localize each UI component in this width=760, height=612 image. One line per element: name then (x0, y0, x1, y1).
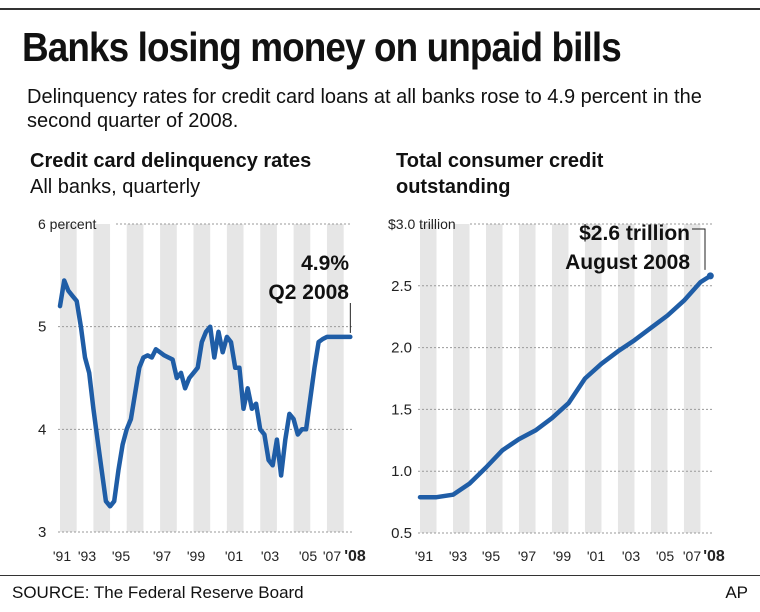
x-tick-label: '91 (53, 548, 71, 564)
x-tick-label: '99 (187, 548, 205, 564)
y-tick-label: 6 percent (38, 216, 96, 232)
top-rule (0, 8, 760, 10)
annotation-label: Q2 2008 (268, 281, 349, 304)
x-tick-label: '03 (261, 548, 279, 564)
year-band (293, 224, 311, 532)
left-chart-subtitle: All banks, quarterly (30, 176, 201, 198)
x-tick-label: '01 (225, 548, 243, 564)
year-band (485, 224, 503, 533)
annotation-leader (692, 228, 706, 270)
page-title: Banks losing money on unpaid bills (22, 24, 622, 70)
chart-1: 3 4 5 6 percent '91 '93 '95 '97 '99 '01 '03 '05 '07 '… (38, 216, 366, 565)
year-band (420, 224, 437, 533)
y-tick-label: 0.5 (391, 525, 412, 542)
left-chart-title: Credit card delinquency rates (30, 150, 312, 172)
annotation-label: $2.6 trillion (579, 222, 690, 245)
x-tick-label: '99 (553, 548, 571, 564)
year-band (650, 224, 668, 533)
y-tick-label: 1.0 (391, 463, 412, 480)
y-tick-label: $3.0 trillion (388, 216, 456, 232)
y-tick-label: 4 (38, 421, 46, 438)
year-band (226, 224, 244, 532)
bottom-rule (0, 575, 760, 576)
y-tick-label: 2.5 (391, 278, 412, 295)
x-tick-label: '97 (153, 548, 171, 564)
x-tick-label: '95 (482, 548, 500, 564)
x-tick-label: '05 (656, 548, 674, 564)
chart-2: 0.5 1.0 1.5 2.0 2.5 $3.0 trillion '91 '93 '95 '97… (388, 216, 725, 565)
year-band (617, 224, 635, 533)
x-tick-label: '03 (622, 548, 640, 564)
year-band (160, 224, 177, 532)
right-chart-title: Total consumer credit outstanding (396, 150, 604, 198)
x-tick-label: '95 (112, 548, 130, 564)
x-tick-label: '93 (449, 548, 467, 564)
year-band (326, 224, 344, 532)
x-tick-label: '07 (323, 548, 341, 564)
page-subtitle: Delinquency rates for credit card loans … (27, 86, 702, 132)
year-band (193, 224, 211, 532)
x-tick-label: '93 (78, 548, 96, 564)
year-band (584, 224, 602, 533)
source-note: SOURCE: The Federal Reserve Board (12, 583, 304, 602)
x-tick-label: '05 (299, 548, 317, 564)
year-band (260, 224, 277, 532)
annotation-label: August 2008 (565, 251, 690, 274)
x-tick-label: '08 (344, 548, 366, 565)
year-band (126, 224, 144, 532)
annotation-label: 4.9% (301, 252, 349, 275)
credit-note: AP (725, 583, 748, 602)
x-tick-label: '08 (703, 548, 725, 565)
year-band (551, 224, 569, 533)
year-band (683, 224, 701, 533)
y-tick-label: 3 (38, 524, 46, 541)
x-tick-label: '91 (415, 548, 433, 564)
year-band (60, 224, 77, 532)
series-line (57, 278, 353, 509)
year-band (518, 224, 536, 533)
year-band (452, 224, 470, 533)
x-tick-label: '97 (518, 548, 536, 564)
annotation-point (706, 272, 714, 280)
x-tick-label: '01 (587, 548, 605, 564)
series-line (417, 273, 713, 500)
y-tick-label: 2.0 (391, 340, 412, 357)
x-tick-label: '07 (683, 548, 701, 564)
y-tick-label: 5 (38, 319, 46, 336)
y-tick-label: 1.5 (391, 401, 412, 418)
